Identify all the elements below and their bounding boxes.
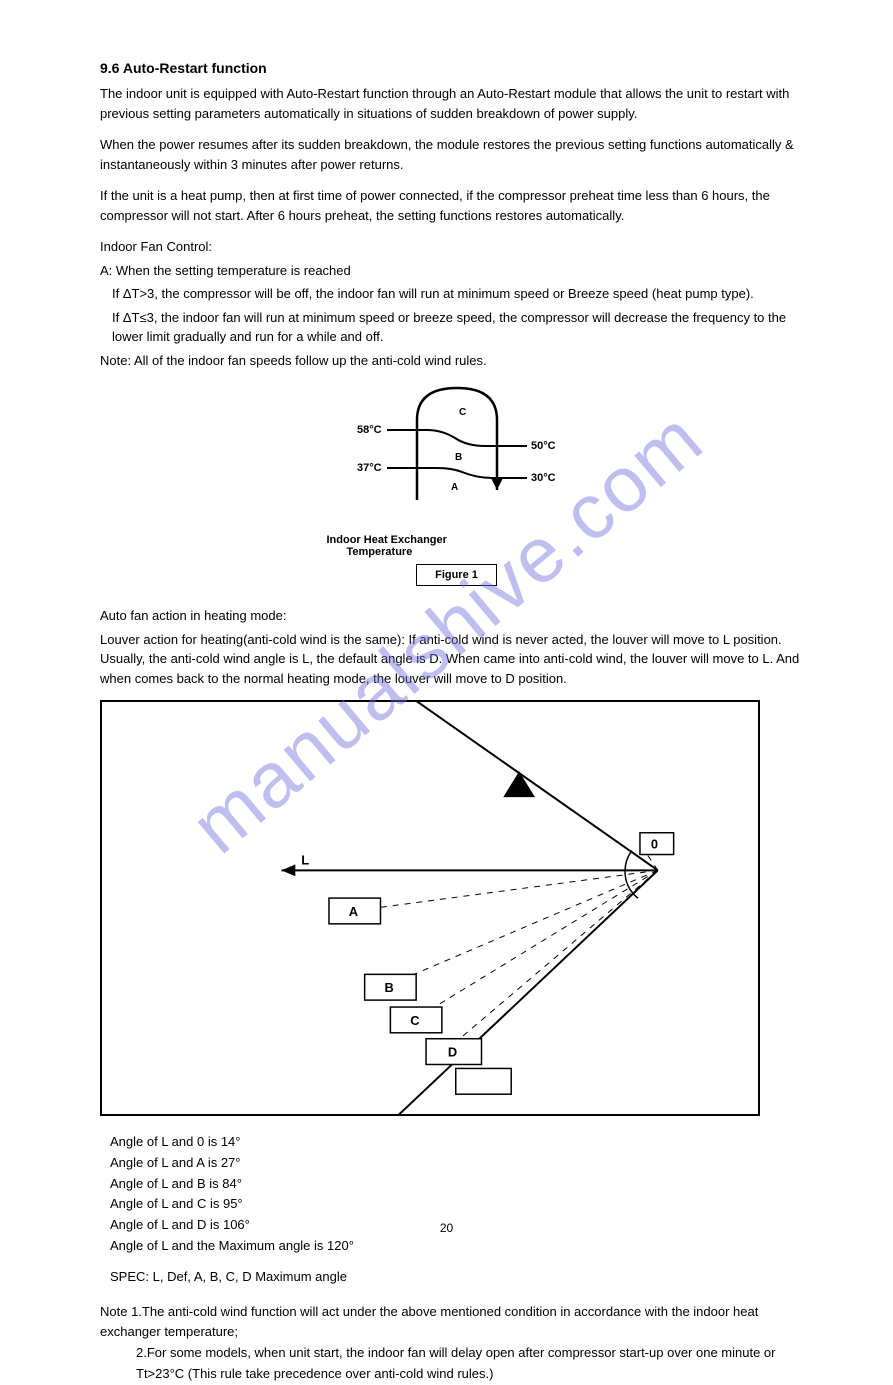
spec-line: SPEC: L, Def, A, B, C, D Maximum angle bbox=[110, 1267, 813, 1288]
label-d: D bbox=[448, 1045, 457, 1060]
paragraph-1: The indoor unit is equipped with Auto-Re… bbox=[100, 84, 813, 123]
temp-left-bottom: 37°C bbox=[357, 462, 382, 474]
angle-list: Angle of L and 0 is 14° Angle of L and A… bbox=[110, 1132, 813, 1288]
label-c: C bbox=[410, 1013, 419, 1028]
label-b: B bbox=[384, 980, 393, 995]
section-number: 9.6 bbox=[100, 60, 119, 76]
figure2-svg: 0 A B C D L bbox=[102, 702, 758, 1114]
figure1-caption: Indoor Heat Exchanger Temperature bbox=[327, 534, 597, 558]
section-heading: 9.6 Auto-Restart function bbox=[100, 60, 813, 76]
paragraph-3: If the unit is a heat pump, then at firs… bbox=[100, 186, 813, 225]
angle-l-b: Angle of L and B is 84° bbox=[110, 1174, 813, 1195]
fan-item1: If ΔT>3, the compressor will be off, the… bbox=[112, 284, 813, 304]
zone-c: C bbox=[459, 407, 466, 418]
fan-intro: A: When the setting temperature is reach… bbox=[100, 261, 813, 281]
page-number: 20 bbox=[440, 1221, 453, 1235]
angle-l-0: Angle of L and 0 is 14° bbox=[110, 1132, 813, 1153]
label-l: L bbox=[301, 852, 309, 867]
louver-heading: Auto fan action in heating mode: bbox=[100, 606, 813, 626]
angle-l-d: Angle of L and D is 106° bbox=[110, 1215, 813, 1236]
paragraph-2: When the power resumes after its sudden … bbox=[100, 135, 813, 174]
figure1-label: Figure 1 bbox=[416, 564, 497, 586]
fan-control-block: Indoor Fan Control: A: When the setting … bbox=[100, 237, 813, 370]
zone-b: B bbox=[455, 452, 462, 463]
zone-a: A bbox=[451, 482, 458, 493]
note-2: 2.For some models, when unit start, the … bbox=[136, 1343, 813, 1385]
figure-2: 0 A B C D L bbox=[100, 700, 760, 1116]
temp-right-top: 50°C bbox=[531, 440, 556, 452]
temp-left-top: 58°C bbox=[357, 424, 382, 436]
angle-l-max: Angle of L and the Maximum angle is 120° bbox=[110, 1236, 813, 1257]
fan-heading: Indoor Fan Control: bbox=[100, 237, 813, 257]
fan-note: Note: All of the indoor fan speeds follo… bbox=[100, 351, 813, 371]
temp-right-bottom: 30°C bbox=[531, 472, 556, 484]
figure1-svg: C B A 58°C 37°C 50°C 30°C bbox=[327, 380, 587, 530]
label-a: A bbox=[349, 904, 358, 919]
page-container: 9.6 Auto-Restart function The indoor uni… bbox=[0, 0, 893, 1263]
figure-1: C B A 58°C 37°C 50°C 30°C Indoor Heat Ex… bbox=[317, 380, 597, 586]
angle-l-a: Angle of L and A is 27° bbox=[110, 1153, 813, 1174]
note-1: Note 1.The anti-cold wind function will … bbox=[100, 1302, 813, 1344]
section-title-text: Auto-Restart function bbox=[123, 60, 267, 76]
label-0: 0 bbox=[651, 837, 658, 852]
notes: Note 1.The anti-cold wind function will … bbox=[100, 1302, 813, 1385]
fan-item2: If ΔT≤3, the indoor fan will run at mini… bbox=[112, 308, 813, 347]
louver-text: Louver action for heating(anti-cold wind… bbox=[100, 630, 813, 689]
angle-l-c: Angle of L and C is 95° bbox=[110, 1194, 813, 1215]
